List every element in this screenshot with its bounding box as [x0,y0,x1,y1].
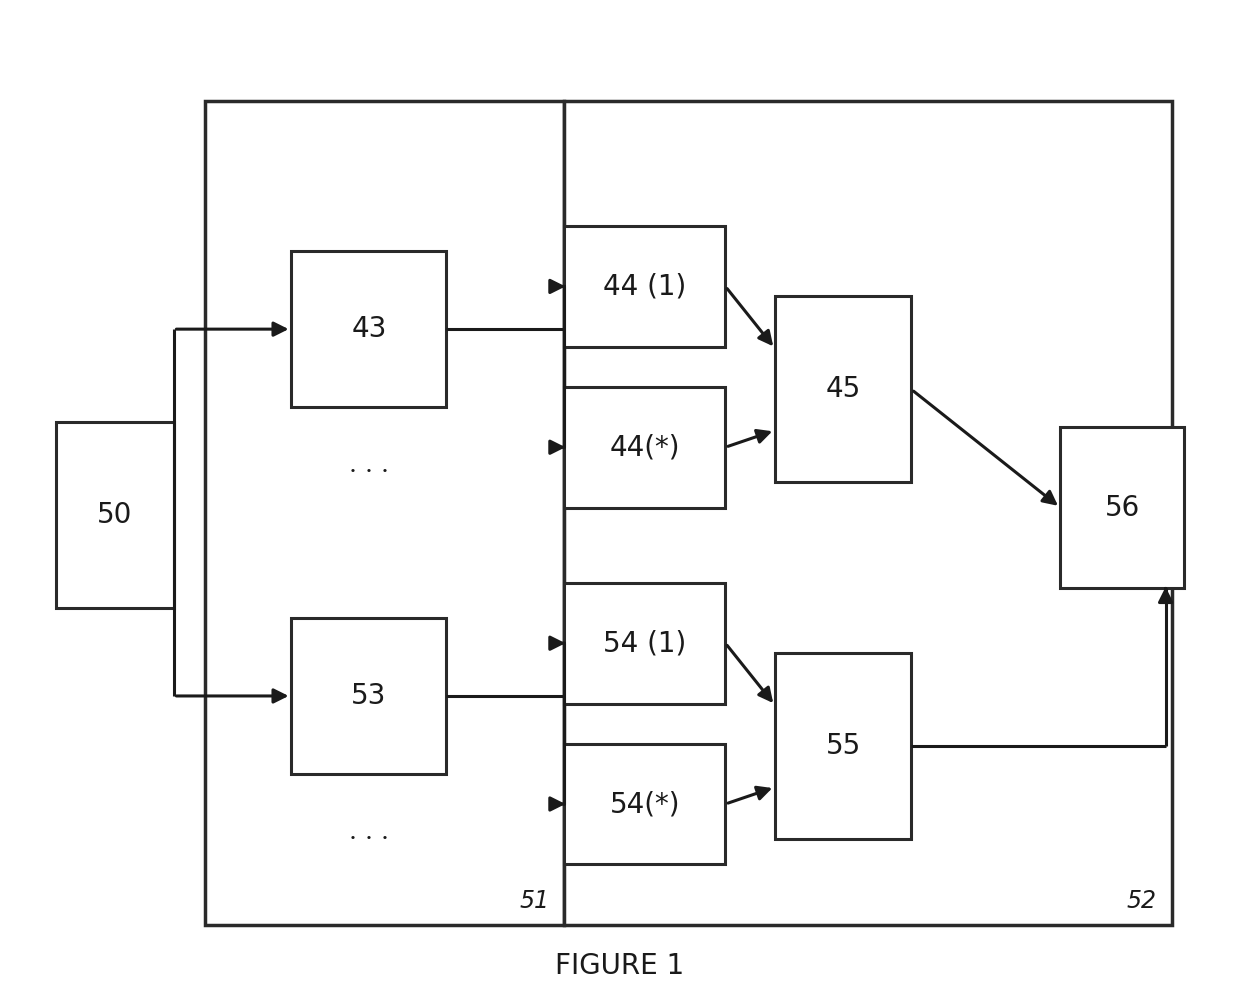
Bar [291,618,446,774]
Bar [291,251,446,407]
Text: 50: 50 [97,501,133,529]
Text: 54(*): 54(*) [610,790,680,818]
Text: FIGURE 1: FIGURE 1 [556,952,684,980]
Bar [564,583,725,704]
Text: 55: 55 [826,733,861,760]
Bar [1060,427,1184,588]
Text: 44 (1): 44 (1) [603,272,687,300]
Bar [564,387,725,508]
Bar [775,296,911,482]
Bar [205,100,564,925]
Bar [56,422,174,608]
Bar [564,226,725,347]
Text: 51: 51 [520,888,549,913]
Bar [564,100,1172,925]
Bar [775,653,911,839]
Text: 43: 43 [351,316,387,343]
Text: 54 (1): 54 (1) [603,629,687,657]
Text: 45: 45 [826,376,861,403]
Text: · · ·: · · · [348,828,389,850]
Text: 53: 53 [351,682,387,710]
Text: 56: 56 [1105,493,1140,522]
Text: 44(*): 44(*) [610,433,680,461]
Bar [564,744,725,864]
Text: · · ·: · · · [348,461,389,483]
Text: 52: 52 [1127,888,1157,913]
